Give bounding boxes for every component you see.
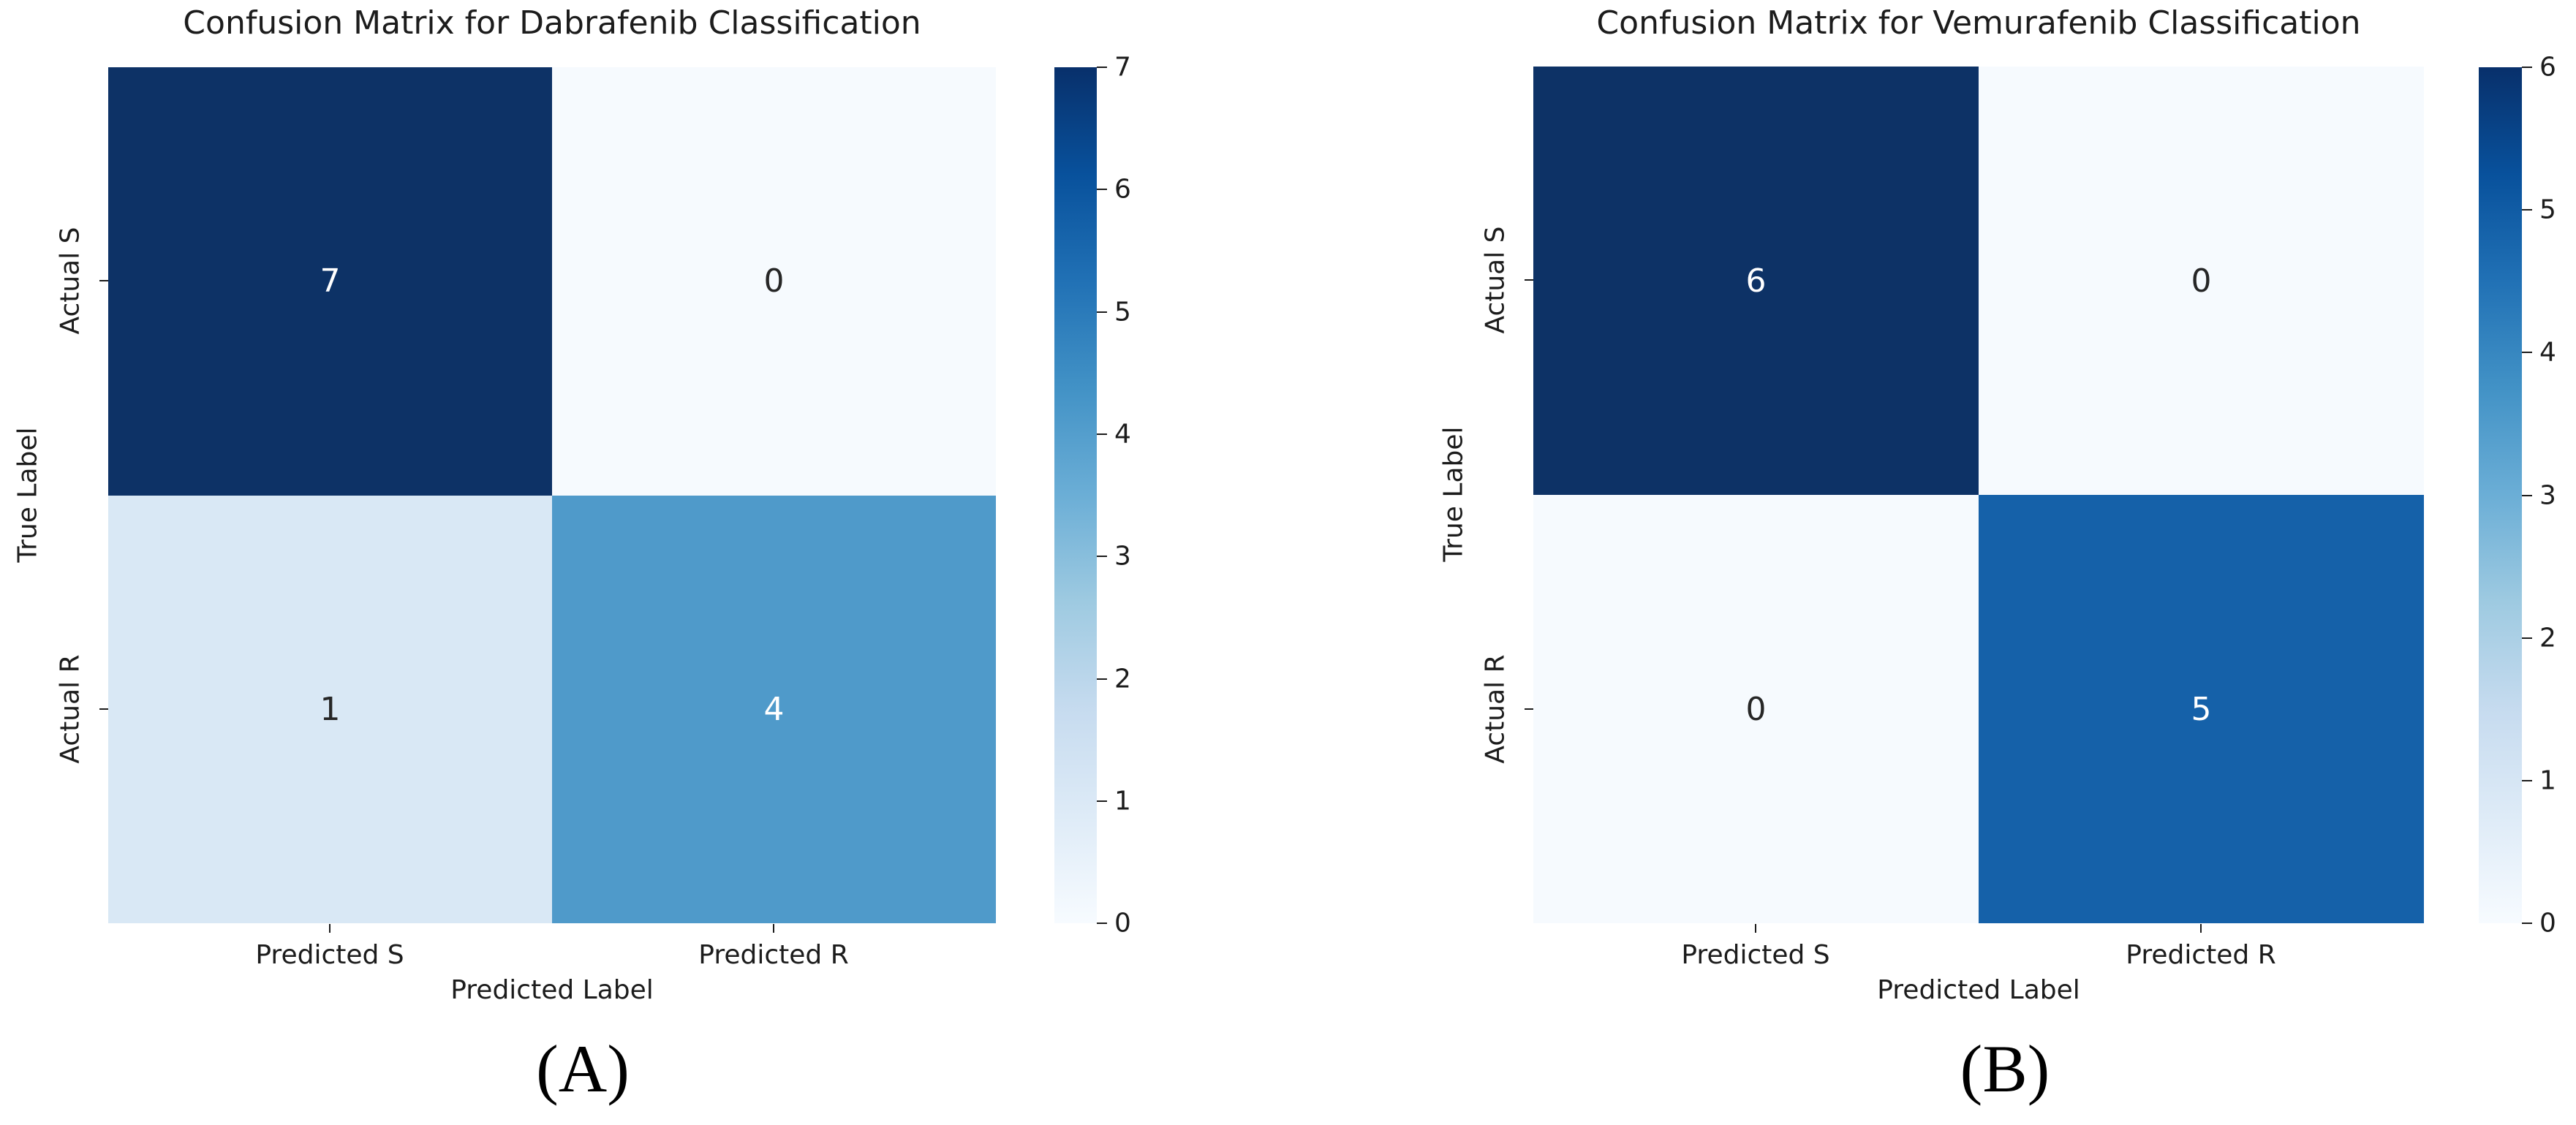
colorbar-ticklabel: 0 xyxy=(1114,908,1131,939)
y-axis-label: True Label xyxy=(1438,426,1469,562)
heatmap-cell-a-actualR-predR: 4 xyxy=(552,495,996,923)
x-tick-mark xyxy=(2200,924,2202,933)
y-ticklabel-actual-r: Actual R xyxy=(1480,654,1511,764)
x-ticklabel-predicted-s: Predicted S xyxy=(255,940,404,970)
y-tick-mark xyxy=(1525,708,1533,710)
colorbar-tick-mark xyxy=(1097,311,1107,313)
heatmap-cell-a-actualS-predR: 0 xyxy=(552,67,996,496)
colorbar-ticklabel: 4 xyxy=(1114,419,1131,450)
cell-value: 0 xyxy=(2191,262,2212,300)
colorbar-ticklabel: 6 xyxy=(2539,52,2556,83)
cell-value: 7 xyxy=(320,262,341,300)
colorbar xyxy=(1054,67,1097,923)
colorbar-ticklabel: 3 xyxy=(1114,541,1131,572)
colorbar-ticklabel: 2 xyxy=(1114,664,1131,694)
y-axis-label: True Label xyxy=(12,427,43,563)
cell-value: 1 xyxy=(320,690,341,728)
panel-a-caption: (A) xyxy=(536,1031,630,1106)
heatmap-cell-b-actualS-predR: 0 xyxy=(1979,67,2424,495)
y-ticklabel-actual-r: Actual R xyxy=(55,654,86,764)
panel-b-caption: (B) xyxy=(1960,1031,2050,1106)
panel-b-heatmap: 6 0 0 5 xyxy=(1533,67,2424,923)
colorbar-tick-mark xyxy=(1097,433,1107,435)
colorbar-tick-mark xyxy=(2522,352,2532,353)
colorbar-ticklabel: 1 xyxy=(2539,765,2556,796)
colorbar-tick-mark xyxy=(1097,678,1107,680)
y-tick-mark xyxy=(99,280,108,281)
y-tick-mark xyxy=(99,708,108,710)
heatmap-cell-b-actualR-predS: 0 xyxy=(1533,495,1979,923)
cell-value: 6 xyxy=(1745,262,1767,300)
x-ticklabel-predicted-r: Predicted R xyxy=(2126,940,2276,970)
colorbar-ticklabel: 1 xyxy=(1114,786,1131,817)
x-ticklabel-predicted-s: Predicted S xyxy=(1681,940,1830,970)
cell-value: 0 xyxy=(763,262,785,300)
y-ticklabel-actual-s: Actual S xyxy=(55,227,86,335)
cell-value: 5 xyxy=(2191,690,2212,728)
colorbar-ticklabel: 3 xyxy=(2539,480,2556,511)
x-tick-mark xyxy=(773,924,774,933)
x-axis-label: Predicted Label xyxy=(450,975,654,1005)
colorbar-tick-mark xyxy=(1097,800,1107,802)
panel-a-title: Confusion Matrix for Dabrafenib Classifi… xyxy=(183,4,921,42)
cell-value: 4 xyxy=(763,690,785,728)
heatmap-cell-b-actualS-predS: 6 xyxy=(1533,67,1979,495)
panel-a-heatmap: 7 0 1 4 xyxy=(108,67,996,923)
colorbar-ticklabel: 4 xyxy=(2539,337,2556,368)
y-tick-mark xyxy=(1525,279,1533,281)
heatmap-cell-a-actualS-predS: 7 xyxy=(108,67,552,496)
colorbar-ticklabel: 5 xyxy=(1114,297,1131,327)
x-tick-mark xyxy=(329,924,331,933)
colorbar-tick-mark xyxy=(2522,495,2532,496)
heatmap-cell-a-actualR-predS: 1 xyxy=(108,495,552,923)
colorbar-ticklabel: 5 xyxy=(2539,194,2556,225)
cell-value: 0 xyxy=(1745,690,1767,728)
colorbar-ticklabel: 2 xyxy=(2539,623,2556,654)
colorbar xyxy=(2479,67,2522,923)
panel-b-title: Confusion Matrix for Vemurafenib Classif… xyxy=(1596,4,2361,42)
colorbar-tick-mark xyxy=(1097,923,1107,924)
colorbar-ticklabel: 0 xyxy=(2539,908,2556,939)
colorbar-ticklabel: 7 xyxy=(1114,52,1131,83)
x-ticklabel-predicted-r: Predicted R xyxy=(698,940,849,970)
colorbar-tick-mark xyxy=(2522,780,2532,781)
y-ticklabel-actual-s: Actual S xyxy=(1480,226,1511,334)
colorbar-ticklabel: 6 xyxy=(1114,174,1131,205)
colorbar-tick-mark xyxy=(2522,923,2532,924)
colorbar-tick-mark xyxy=(1097,189,1107,190)
colorbar-tick-mark xyxy=(1097,556,1107,557)
colorbar-tick-mark xyxy=(2522,637,2532,639)
x-tick-mark xyxy=(1755,924,1756,933)
colorbar-tick-mark xyxy=(2522,67,2532,68)
colorbar-tick-mark xyxy=(2522,209,2532,211)
x-axis-label: Predicted Label xyxy=(1877,975,2080,1005)
heatmap-cell-b-actualR-predR: 5 xyxy=(1979,495,2424,923)
colorbar-tick-mark xyxy=(1097,67,1107,68)
